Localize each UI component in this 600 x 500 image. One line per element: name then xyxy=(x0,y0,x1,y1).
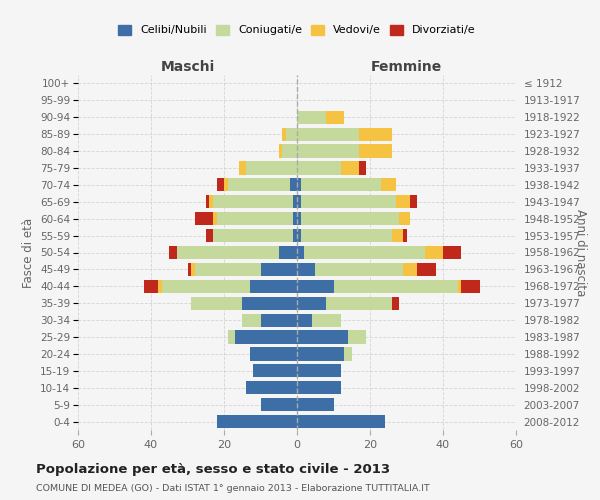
Bar xyxy=(341,162,359,174)
Bar xyxy=(297,381,341,394)
Bar xyxy=(191,263,195,276)
Text: COMUNE DI MEDEA (GO) - Dati ISTAT 1° gennaio 2013 - Elaborazione TUTTITALIA.IT: COMUNE DI MEDEA (GO) - Dati ISTAT 1° gen… xyxy=(36,484,430,493)
Bar xyxy=(297,296,326,310)
Bar xyxy=(359,144,392,158)
Bar xyxy=(144,280,158,293)
Bar xyxy=(246,381,297,394)
Bar xyxy=(293,212,297,226)
Bar xyxy=(297,110,326,124)
Bar xyxy=(227,178,290,192)
Bar xyxy=(418,263,436,276)
Bar xyxy=(217,178,224,192)
Text: Femmine: Femmine xyxy=(371,60,442,74)
Legend: Celibi/Nubili, Coniugati/e, Vedovi/e, Divorziati/e: Celibi/Nubili, Coniugati/e, Vedovi/e, Di… xyxy=(114,20,480,40)
Bar xyxy=(283,144,297,158)
Bar xyxy=(297,128,359,141)
Bar xyxy=(217,212,293,226)
Bar xyxy=(297,229,301,242)
Bar xyxy=(286,128,297,141)
Bar xyxy=(297,246,304,259)
Bar xyxy=(297,348,344,360)
Bar xyxy=(224,178,227,192)
Bar xyxy=(403,229,407,242)
Bar xyxy=(359,162,367,174)
Bar xyxy=(213,195,293,208)
Bar xyxy=(290,178,297,192)
Bar xyxy=(297,330,348,344)
Bar xyxy=(217,415,297,428)
Bar xyxy=(301,178,381,192)
Bar xyxy=(260,314,297,326)
Bar xyxy=(395,195,410,208)
Bar xyxy=(344,348,352,360)
Bar xyxy=(213,212,217,226)
Bar xyxy=(297,212,301,226)
Bar xyxy=(297,195,301,208)
Bar xyxy=(403,263,418,276)
Bar xyxy=(297,415,385,428)
Bar xyxy=(213,229,293,242)
Bar xyxy=(334,280,458,293)
Bar xyxy=(187,263,191,276)
Bar xyxy=(301,229,392,242)
Bar xyxy=(209,195,213,208)
Bar xyxy=(326,110,344,124)
Bar xyxy=(195,212,213,226)
Bar xyxy=(315,263,403,276)
Bar xyxy=(206,229,213,242)
Bar xyxy=(297,178,301,192)
Bar xyxy=(283,128,286,141)
Text: Maschi: Maschi xyxy=(160,60,215,74)
Bar xyxy=(260,263,297,276)
Bar xyxy=(458,280,461,293)
Bar xyxy=(297,364,341,378)
Bar xyxy=(297,162,341,174)
Bar xyxy=(279,144,283,158)
Bar xyxy=(297,398,334,411)
Bar xyxy=(242,314,260,326)
Bar xyxy=(195,263,260,276)
Bar xyxy=(297,280,334,293)
Bar xyxy=(176,246,279,259)
Bar xyxy=(162,280,250,293)
Bar xyxy=(410,195,418,208)
Bar xyxy=(326,296,392,310)
Bar xyxy=(279,246,297,259)
Bar xyxy=(297,144,359,158)
Bar xyxy=(304,246,425,259)
Bar xyxy=(461,280,479,293)
Bar xyxy=(246,162,297,174)
Bar xyxy=(392,296,399,310)
Bar xyxy=(206,195,209,208)
Bar xyxy=(191,296,242,310)
Bar xyxy=(311,314,341,326)
Bar xyxy=(250,348,297,360)
Bar xyxy=(381,178,395,192)
Bar xyxy=(260,398,297,411)
Bar xyxy=(392,229,403,242)
Bar xyxy=(253,364,297,378)
Bar xyxy=(293,195,297,208)
Bar xyxy=(297,314,311,326)
Bar xyxy=(359,128,392,141)
Bar xyxy=(443,246,461,259)
Bar xyxy=(239,162,246,174)
Text: Popolazione per età, sesso e stato civile - 2013: Popolazione per età, sesso e stato civil… xyxy=(36,462,390,475)
Y-axis label: Fasce di età: Fasce di età xyxy=(22,218,35,288)
Bar xyxy=(301,212,399,226)
Bar xyxy=(301,195,395,208)
Bar xyxy=(348,330,367,344)
Bar xyxy=(293,229,297,242)
Bar xyxy=(242,296,297,310)
Bar xyxy=(399,212,410,226)
Bar xyxy=(158,280,162,293)
Bar xyxy=(297,263,315,276)
Bar xyxy=(227,330,235,344)
Bar xyxy=(425,246,443,259)
Bar xyxy=(250,280,297,293)
Bar xyxy=(169,246,176,259)
Bar xyxy=(235,330,297,344)
Y-axis label: Anni di nascita: Anni di nascita xyxy=(574,209,587,296)
